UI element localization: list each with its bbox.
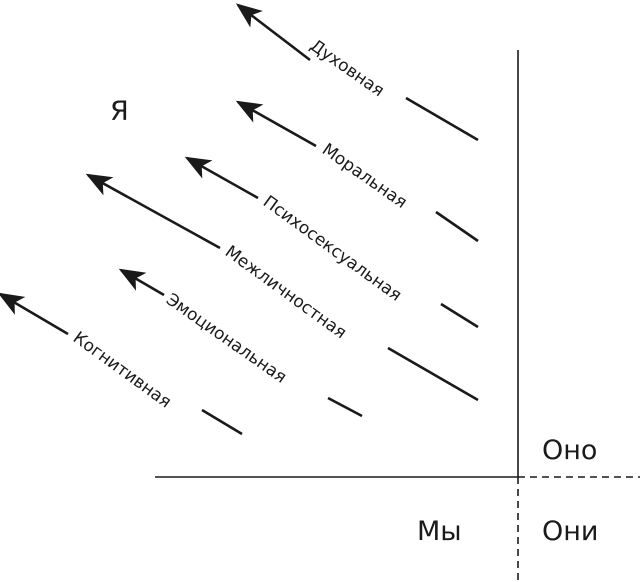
arrow-psychosexual-head bbox=[184, 156, 259, 200]
arrow-interpersonal-tail bbox=[387, 346, 479, 402]
arrow-cognitive-tail bbox=[201, 408, 243, 436]
arrow-emotional-tail bbox=[327, 396, 363, 418]
quadrant-label-ya: Я bbox=[110, 96, 129, 127]
arrow-label-spiritual: Духовная bbox=[306, 36, 388, 101]
quadrant-label-my: Мы bbox=[417, 516, 462, 547]
arrow-psychosexual-tail bbox=[440, 302, 479, 329]
arrow-label-emotional: Эмоциональная bbox=[162, 290, 290, 388]
arrow-emotional-head bbox=[118, 268, 165, 297]
arrow-label-cognitive: Когнитивная bbox=[69, 328, 175, 413]
arrow-moral: Моральная bbox=[235, 100, 479, 243]
arrow-spiritual-head bbox=[235, 3, 311, 62]
arrow-psychosexual: Психосексуальная bbox=[184, 156, 479, 329]
arrow-interpersonal-head bbox=[85, 173, 221, 250]
arrow-moral-tail bbox=[435, 210, 479, 243]
arrow-moral-head bbox=[235, 100, 317, 148]
quadrant-label-oni: Они bbox=[542, 516, 598, 547]
arrow-cognitive-head bbox=[0, 292, 69, 336]
arrow-label-moral: Моральная bbox=[318, 140, 411, 213]
arrow-spiritual-tail bbox=[405, 96, 479, 142]
quadrant-label-ono: Оно bbox=[542, 435, 597, 466]
arrow-spiritual: Духовная bbox=[235, 3, 479, 142]
